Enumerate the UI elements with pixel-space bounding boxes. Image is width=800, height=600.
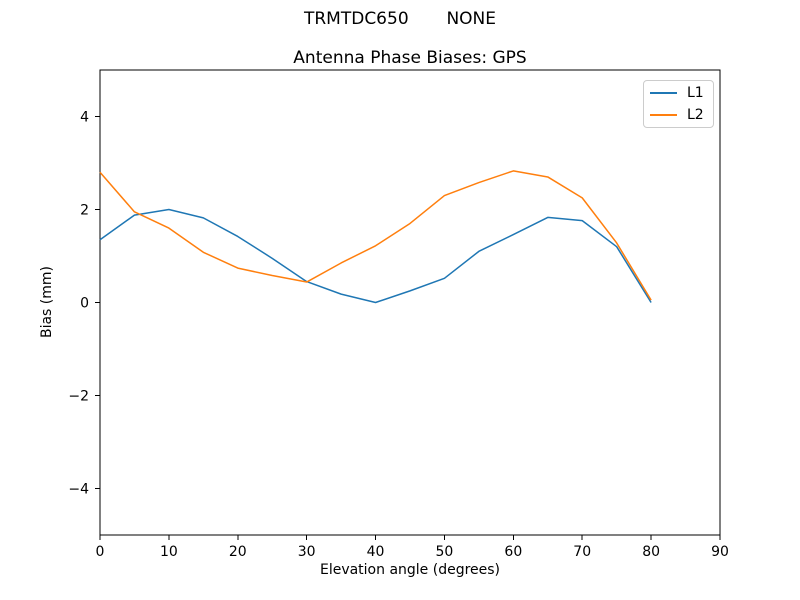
x-tick-label: 30: [298, 544, 316, 560]
y-tick-label: 2: [80, 203, 89, 219]
x-tick-label: 80: [642, 544, 660, 560]
y-tick-label: 4: [80, 110, 89, 126]
x-tick-label: 0: [96, 544, 105, 560]
x-tick-label: 60: [504, 544, 522, 560]
axes-box: [99, 69, 721, 536]
y-axis-label: Bias (mm): [39, 265, 55, 339]
x-tick-label: 50: [436, 544, 454, 560]
x-tick-label: 10: [160, 544, 178, 560]
series-line-l1: [99, 208, 652, 304]
legend-line-swatch-l1: [650, 92, 677, 94]
x-tick-label: 90: [711, 544, 729, 560]
legend-label-l1: L1: [687, 85, 704, 101]
legend-label-l2: L2: [687, 107, 704, 123]
y-tick-label: 0: [80, 296, 89, 312]
x-axis-label: Elevation angle (degrees): [319, 562, 501, 578]
x-tick-label: 70: [573, 544, 591, 560]
legend-line-swatch-l2: [650, 114, 677, 116]
x-axis-ticks: 0 10 20 30 40 50 60 70 80 90: [96, 535, 729, 560]
y-tick-label: −2: [68, 389, 89, 405]
y-tick-label: −4: [68, 482, 89, 498]
figure-suptitle: TRMTDC650 NONE: [303, 9, 497, 29]
series-lines: [99, 170, 652, 304]
series-line-l2: [99, 170, 652, 301]
legend-row-l2: L2: [650, 106, 707, 124]
x-tick-label: 40: [367, 544, 385, 560]
legend-row-l1: L1: [650, 84, 707, 102]
y-axis-ticks: −4 −2 0 2 4: [68, 110, 100, 498]
legend: L1 L2: [643, 80, 714, 128]
axes-title: Antenna Phase Biases: GPS: [293, 48, 527, 68]
x-tick-label: 20: [229, 544, 247, 560]
